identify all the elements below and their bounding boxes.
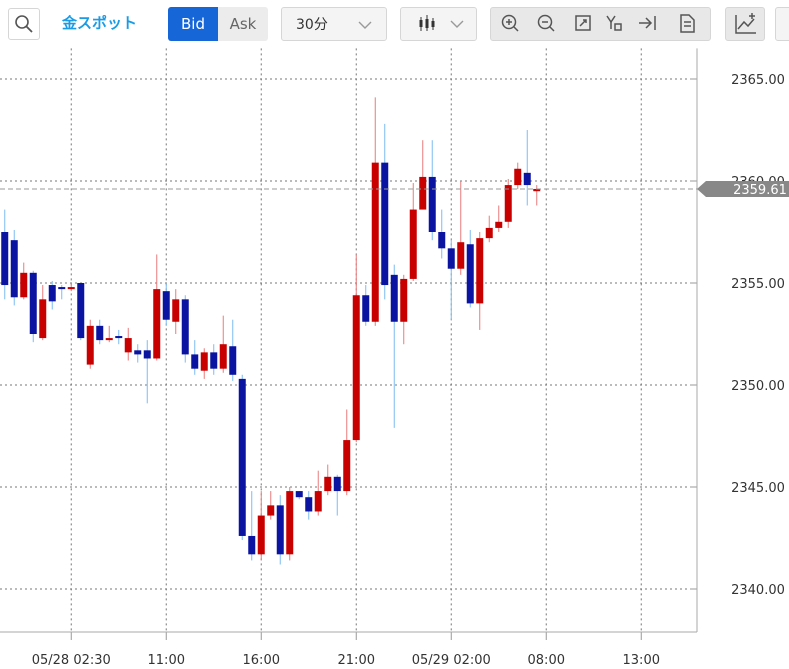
y-tick-label: 2350.00 [731,379,785,394]
y-tick-label: 2365.00 [731,73,785,88]
candle-body [105,338,113,341]
chevron [358,21,372,29]
candle-body [200,352,208,371]
candle-body [153,289,161,359]
candle-body [476,238,484,304]
candle-body [495,221,503,228]
search-icon [15,15,33,33]
candle-body [115,336,123,339]
candle-body [371,162,379,322]
candle-body [143,350,151,359]
x-tick-label: 11:00 [148,653,185,668]
candle-body [238,378,246,536]
x-tick-label: 05/28 02:30 [32,653,111,668]
candle-body [400,278,408,322]
candle-body [438,232,446,249]
last-price-label: 2359.61 [733,183,787,198]
x-tick-label: 13:00 [623,653,660,668]
candle-body [20,272,28,298]
candle-body [219,344,227,369]
candle-body [124,338,132,353]
candle-body [305,497,313,512]
more-button[interactable] [775,7,789,41]
bid-button[interactable]: Bid [168,7,218,41]
candle-body [48,285,56,302]
candle-body [267,505,275,516]
candle-body [286,491,294,555]
candle-body [10,240,18,298]
candle-body [210,352,218,369]
candle-body [29,272,37,334]
y-tick-label: 2355.00 [731,277,785,292]
candle-body [86,325,94,365]
interval-dropdown[interactable]: 30分 [281,7,387,41]
candle-body [485,227,493,239]
candle-body [257,515,265,555]
candle-body [191,354,199,369]
candle-body [77,283,85,339]
x-tick-label: 16:00 [243,653,280,668]
candle-body [466,244,474,304]
candle-body [514,168,522,186]
candle-body [333,476,341,492]
tool-icons [501,14,695,33]
candle-body [39,299,47,339]
candle-body [324,476,332,492]
candle-body [229,346,237,375]
interval-label: 30分 [296,17,328,33]
search-button[interactable] [8,8,40,40]
y-tick-label: 2340.00 [731,583,785,598]
y-tick-label: 2360.00 [731,175,785,190]
last-price-tag [697,180,789,197]
candle-body [457,242,465,269]
candle-body [276,505,284,555]
candle-body [162,291,170,320]
candle-body [314,491,322,512]
x-tick-label: 08:00 [528,653,565,668]
tool-group [490,7,711,41]
candle-body [447,248,455,269]
candle-body [58,287,66,290]
y-tick-label: 2345.00 [731,481,785,496]
candle-body [390,274,398,322]
indicator-icon [735,13,756,34]
candle-body [362,295,370,322]
candle-body [409,209,417,279]
candle-body [172,299,180,322]
instrument-name[interactable]: 金スポット [62,14,138,32]
candle-body [533,188,541,192]
candle-body [523,172,531,186]
candle-body [295,491,303,498]
candle-body [1,232,9,286]
ask-button[interactable]: Ask [218,7,268,41]
candle-body [248,535,256,555]
candle-body [352,295,360,441]
chart-type-dropdown[interactable] [400,7,477,41]
candle-icon [419,15,464,31]
candle-body [504,185,512,222]
candle-body [67,287,75,290]
indicator-button[interactable] [725,7,765,41]
candle-body [181,299,189,355]
candle-body [134,350,142,355]
candle-body [428,176,436,232]
x-tick-label: 21:00 [338,653,375,668]
candle-body [96,325,104,341]
x-tick-label: 05/29 02:00 [412,653,491,668]
candle-body [419,176,427,210]
candle-body [343,440,351,492]
candle-body [381,162,389,286]
